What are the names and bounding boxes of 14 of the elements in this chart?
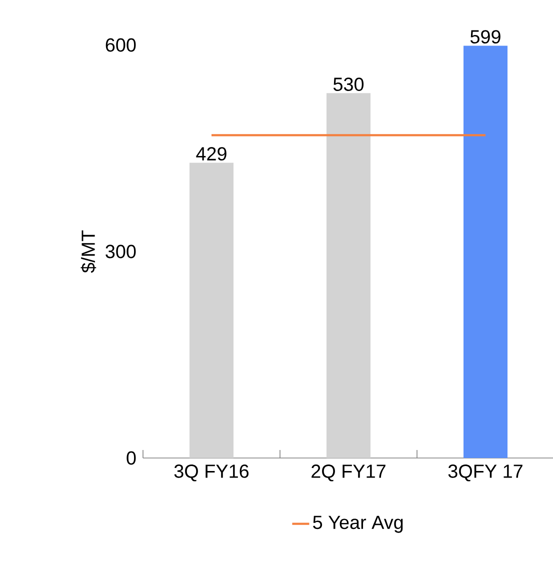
data-label: 530 <box>333 78 364 91</box>
legend-label: 5 Year Avg <box>313 516 403 533</box>
data-label: 429 <box>196 147 226 161</box>
y-tick-label: 300 <box>106 244 136 258</box>
y-tick-label: 600 <box>106 38 136 52</box>
data-label: 599 <box>470 30 500 44</box>
bar <box>190 162 234 458</box>
bar <box>464 46 508 458</box>
y-tick-label: 0 <box>126 451 136 465</box>
y-axis-title: $/MT <box>80 230 96 273</box>
x-tick-label: 3QFY 17 <box>448 464 522 482</box>
x-tick-label: 3Q FY16 <box>174 464 249 482</box>
x-tick-label: 2Q FY17 <box>312 464 386 482</box>
bar <box>326 93 371 458</box>
